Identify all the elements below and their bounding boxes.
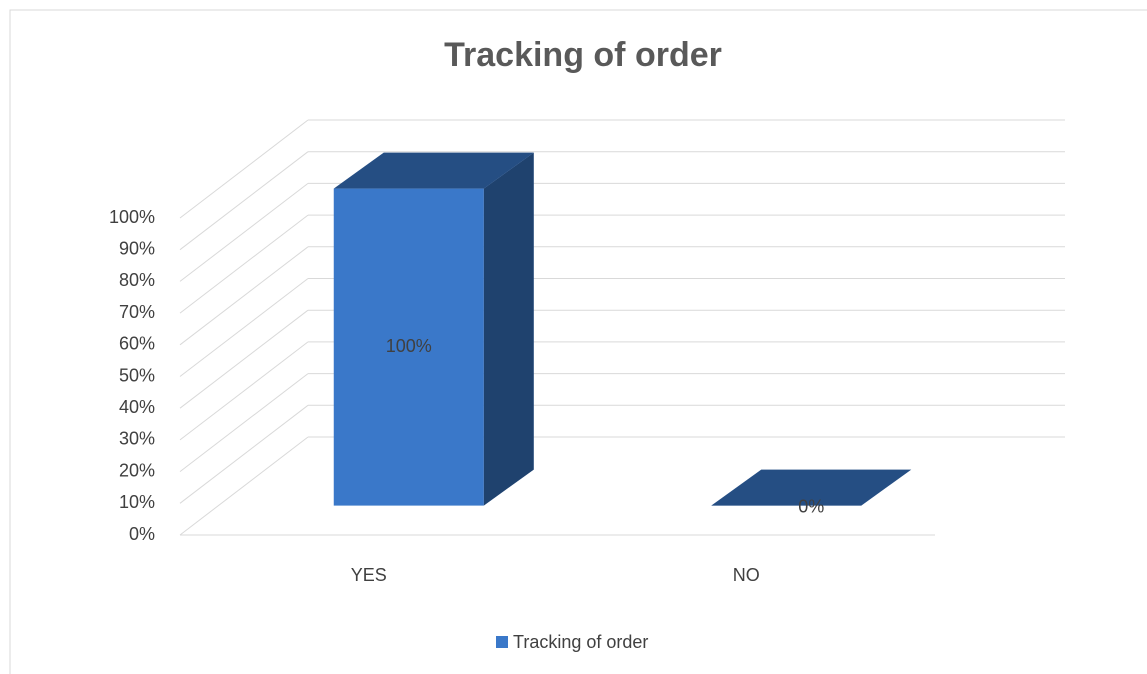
bar-top (333, 152, 534, 189)
y-tick-label: 0% (129, 524, 155, 544)
bar-side (483, 152, 534, 506)
bar-top-shade (333, 152, 534, 189)
grid-line-side (179, 373, 309, 472)
grid-line-side (179, 214, 309, 314)
y-tick-label: 60% (119, 334, 155, 354)
y-tick-label: 40% (119, 397, 155, 417)
data-label: 100% (386, 336, 432, 356)
x-tick-label: YES (351, 565, 387, 585)
chart-title: Tracking of order (444, 36, 722, 74)
grid-line-side (179, 404, 309, 504)
y-tick-label: 70% (119, 302, 155, 322)
y-tick-label: 30% (119, 429, 155, 449)
legend-swatch (496, 636, 508, 648)
y-tick-label: 20% (119, 460, 155, 480)
grid-line-side (179, 309, 309, 409)
grid-line-side (179, 246, 309, 346)
y-tick-label: 90% (119, 238, 155, 258)
grid-line-side (179, 151, 309, 251)
y-tick-label: 80% (119, 270, 155, 290)
bar-side-shade (483, 152, 534, 506)
bar-top-shade (711, 469, 912, 506)
x-tick-label: NO (733, 565, 760, 585)
bar-top (711, 469, 912, 506)
y-tick-label: 50% (119, 365, 155, 385)
grid-line-side (179, 183, 309, 282)
y-tick-label: 10% (119, 492, 155, 512)
legend-label: Tracking of order (513, 632, 648, 652)
data-label: 0% (798, 496, 824, 516)
grid-line-side (179, 119, 309, 219)
bar-front (333, 188, 484, 506)
grid-line-side (179, 341, 309, 441)
chart-border (9, 9, 1147, 674)
grid-line-side (179, 436, 309, 536)
y-tick-label: 100% (109, 207, 155, 227)
grid-line-side (179, 278, 309, 377)
